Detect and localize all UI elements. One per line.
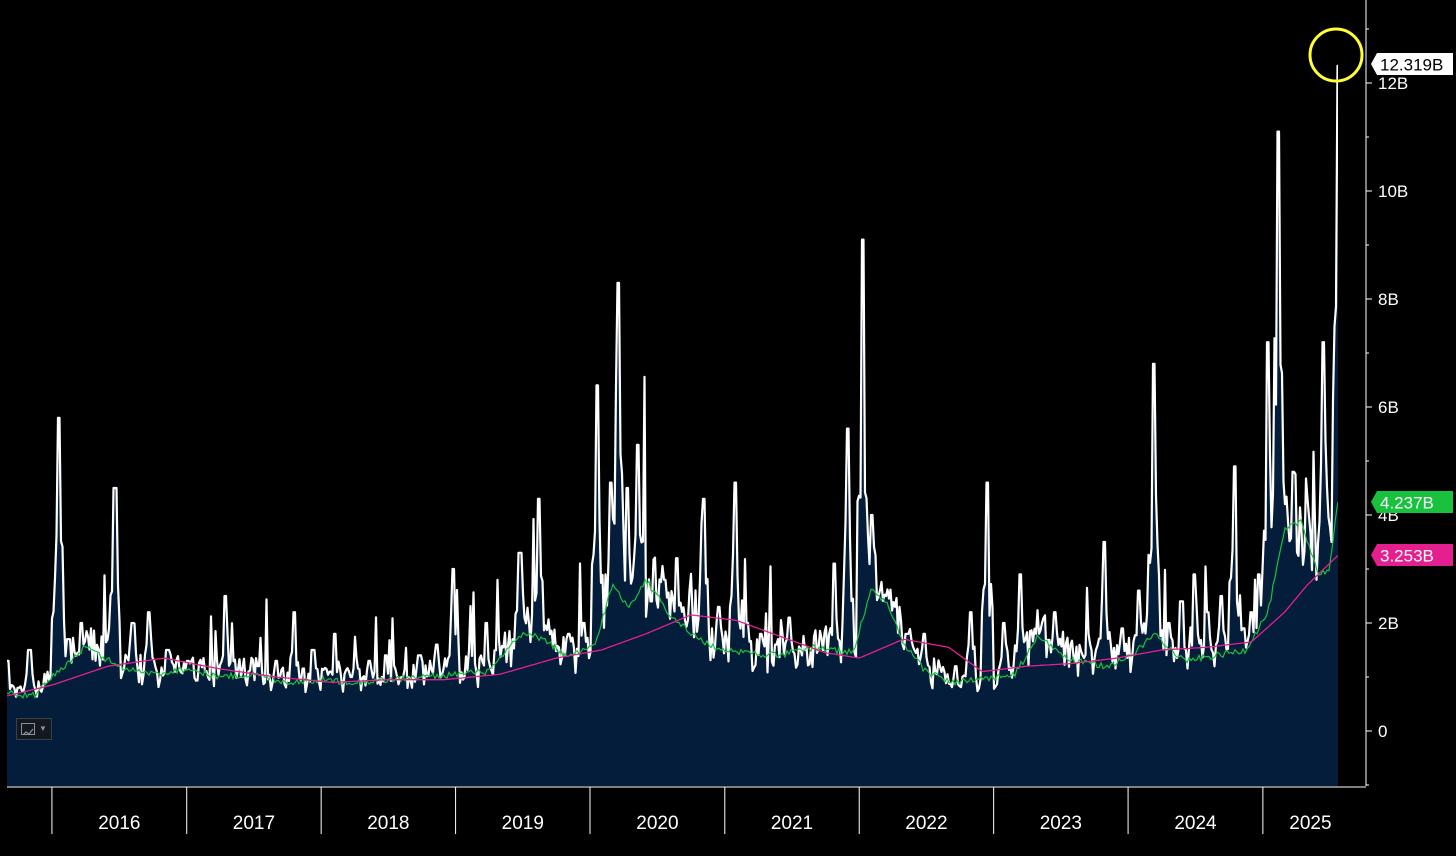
last-value-label-volume-text: 12.319B [1380,56,1443,75]
last-value-label-magenta: 3.253B [1371,544,1453,566]
y-tick-label: 6B [1378,398,1399,417]
highlight-circle [1308,27,1364,83]
chart-type-button[interactable]: ▼ [16,718,52,740]
y-tick-label: 2B [1378,614,1399,633]
x-tick-label: 2022 [905,813,947,834]
x-tick-label: 2025 [1289,813,1331,834]
volume-area-fill [7,65,1338,786]
moving-average-green-line [7,502,1338,700]
last-value-label-green: 4.237B [1371,491,1453,513]
last-value-label-magenta-text: 3.253B [1380,547,1434,566]
last-value-label-green-text: 4.237B [1380,494,1434,513]
x-tick-label: 2018 [367,813,409,834]
x-tick-label: 2019 [502,813,544,834]
plot-area [7,64,1338,786]
y-tick-label: 8B [1378,290,1399,309]
y-tick-label: 0 [1378,722,1387,741]
x-tick-label: 2023 [1040,813,1082,834]
x-tick-label: 2016 [98,813,140,834]
x-tick-label: 2017 [233,813,275,834]
chevron-down-icon: ▼ [39,724,47,733]
line-chart-icon [21,723,35,735]
x-tick-label: 2024 [1174,813,1217,834]
y-tick-label: 12B [1378,74,1408,93]
x-tick-label: 2021 [771,813,813,834]
volume-line [7,64,1338,698]
y-tick-label: 10B [1378,182,1408,201]
x-tick-label: 2020 [636,813,678,834]
annotations [1308,27,1364,83]
last-value-label-volume: 12.319B [1371,53,1453,75]
moving-average-magenta-line [7,554,1338,697]
last-value-labels: 12.319B 4.237B 3.253B [1371,53,1453,566]
